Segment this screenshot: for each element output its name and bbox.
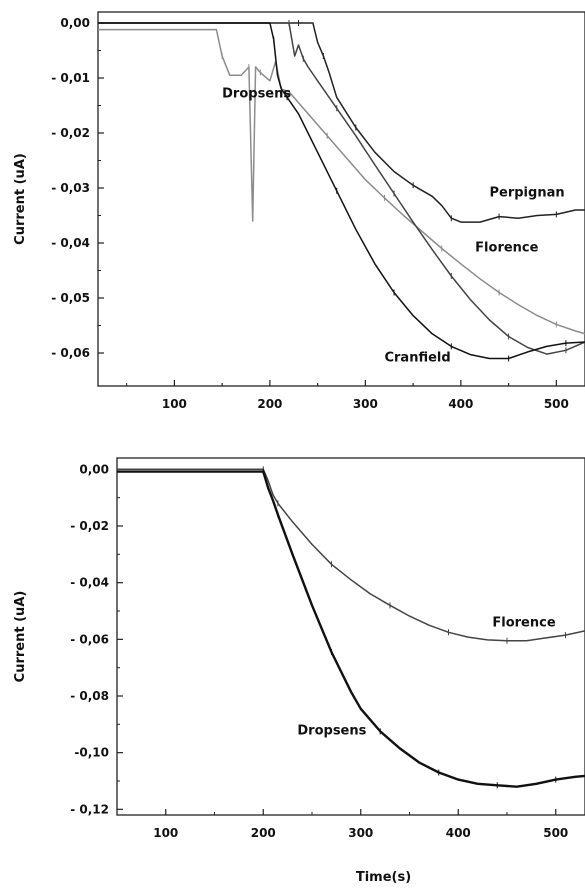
y-axis-title: Current (uA) xyxy=(13,591,28,683)
series-line-perpignan xyxy=(98,22,585,223)
y-axis-title: Current (uA) xyxy=(13,153,28,245)
x-tick-label: 300 xyxy=(353,397,378,411)
y-tick-label: - 0,08 xyxy=(70,689,109,703)
series-annotation: Florence xyxy=(492,616,555,631)
x-tick-label: 500 xyxy=(543,826,568,840)
series-line-cranfield xyxy=(98,22,585,360)
y-tick-label: - 0,06 xyxy=(70,632,109,646)
x-tick-label: 300 xyxy=(348,826,373,840)
series-line-florence xyxy=(98,22,585,355)
y-tick-label: - 0,04 xyxy=(51,236,90,250)
series-annotation: Dropsens xyxy=(297,723,366,738)
x-tick-label: 100 xyxy=(153,826,178,840)
x-tick-label: 400 xyxy=(446,826,471,840)
y-tick-label: -0,10 xyxy=(74,746,109,760)
y-tick-label: 0,00 xyxy=(79,462,109,476)
x-tick-label: 200 xyxy=(251,826,276,840)
top-chart: 0,00 - 0,01 - 0,02 - 0,03 - 0,04 - 0,05 - 0,06… xyxy=(13,11,585,411)
bottom-chart: 0,00 - 0,02 - 0,04 - 0,06 - 0,08 -0,10 - 0,12 1… xyxy=(13,457,585,885)
x-tick-label: 400 xyxy=(448,397,473,411)
x-tick-label: 500 xyxy=(544,397,569,411)
y-tick-label: - 0,04 xyxy=(70,576,109,590)
y-tick-label: - 0,03 xyxy=(51,181,90,195)
y-tick-label: - 0,01 xyxy=(51,71,90,85)
plot-frame xyxy=(116,457,585,816)
y-tick-label: - 0,02 xyxy=(70,519,109,533)
x-axis-title: Time(s) xyxy=(356,870,411,885)
y-tick-label: - 0,02 xyxy=(51,126,90,140)
series-line-dropsens xyxy=(117,470,585,788)
series-annotation: Cranfield xyxy=(384,350,450,365)
y-tick-label: - 0,12 xyxy=(70,802,109,816)
series-annotation: Dropsens xyxy=(222,86,291,101)
plot-frame xyxy=(97,11,585,387)
y-tick-label: - 0,06 xyxy=(51,346,90,360)
x-tick-label: 100 xyxy=(162,397,187,411)
y-tick-label: - 0,05 xyxy=(51,291,90,305)
series-annotation: Perpignan xyxy=(490,185,565,200)
y-tick-label: 0,00 xyxy=(60,16,90,30)
x-tick-label: 200 xyxy=(257,397,282,411)
series-line-florence xyxy=(117,468,585,642)
series-line-dropsens xyxy=(98,28,585,335)
series-annotation: Florence xyxy=(475,240,538,255)
